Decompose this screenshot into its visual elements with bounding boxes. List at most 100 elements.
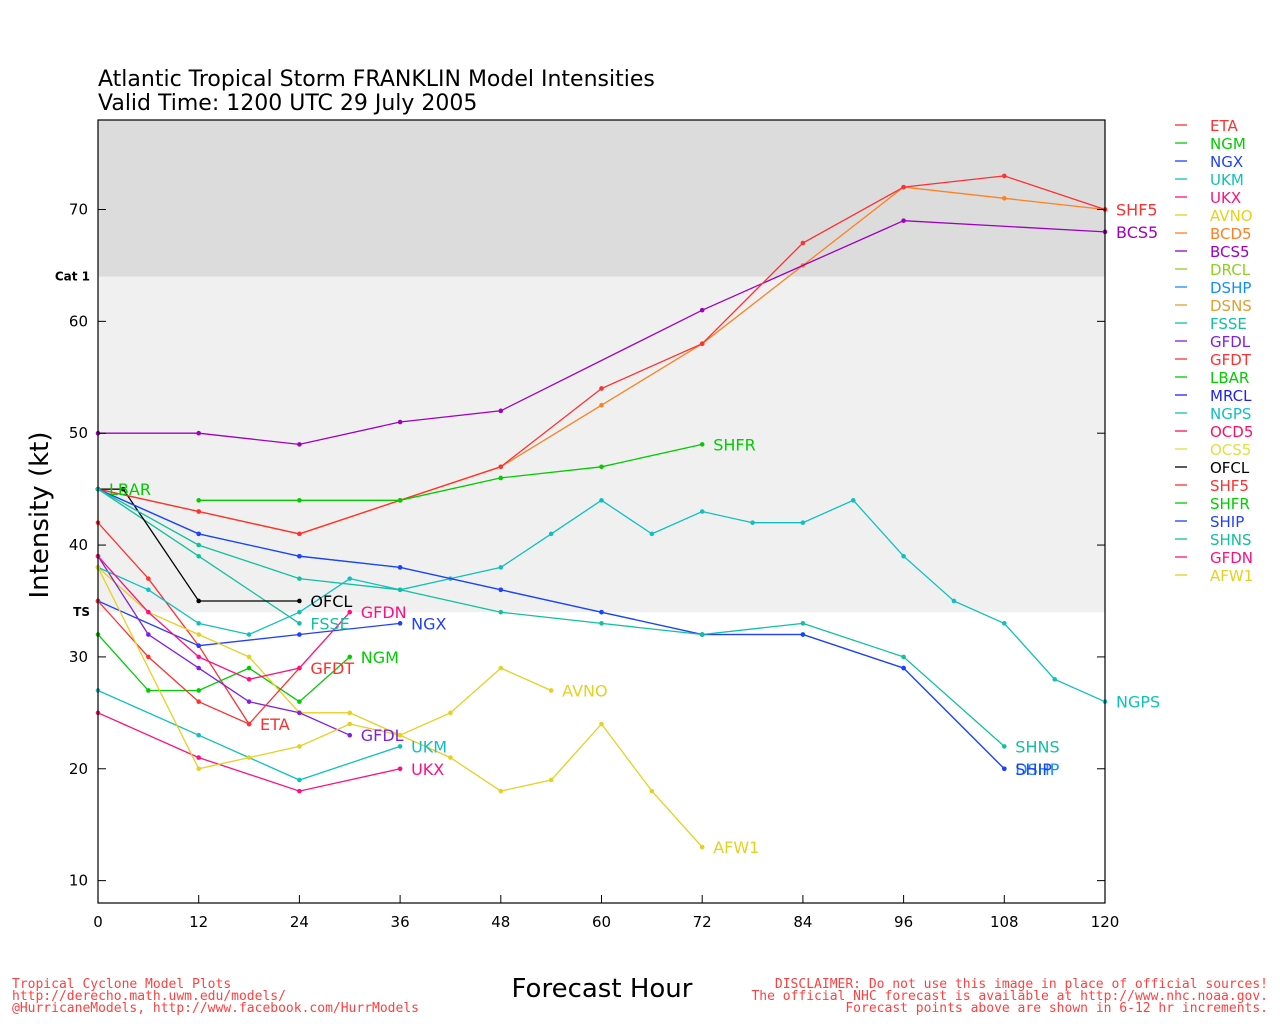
series-point-afw1-36 — [397, 732, 403, 738]
series-point-shfr-12 — [196, 498, 201, 503]
legend-label-ukm: UKM — [1210, 171, 1244, 189]
series-point-ngps-66 — [649, 531, 655, 537]
end-label-ngps: NGPS — [1116, 693, 1160, 712]
series-point-fsse-24 — [297, 621, 302, 626]
legend-label-mrcl: MRCL — [1210, 387, 1252, 405]
series-point-shfr-60 — [599, 464, 604, 470]
series-line-ofcl — [98, 488, 300, 602]
series-point-ngps-24 — [297, 609, 302, 615]
legend-label-avno: AVNO — [1210, 207, 1253, 225]
end-label-shns: SHNS — [1015, 737, 1059, 756]
legend-label-shns: SHNS — [1210, 531, 1252, 549]
x-tick-label-36: 36 — [391, 913, 410, 931]
legend-label-gfdt: GFDT — [1210, 351, 1252, 369]
legend-label-drcl: DRCL — [1210, 261, 1251, 279]
legend-label-dshp: DSHP — [1210, 279, 1251, 297]
series-point-ngps-108 — [1002, 621, 1007, 626]
end-label-ship: SHIP — [1015, 760, 1052, 779]
series-point-ship-60 — [599, 609, 604, 615]
series-point-afw1-24 — [297, 744, 302, 749]
series-gfdl — [95, 553, 353, 738]
series-point-bcd5-108 — [1002, 196, 1007, 201]
series-point-shf5-72 — [699, 341, 705, 347]
series-point-ngps-78 — [750, 520, 755, 525]
legend-label-ukx: UKX — [1210, 189, 1241, 207]
end-label-eta: ETA — [260, 715, 290, 734]
series-point-gfdn-30 — [347, 609, 353, 615]
series-point-ship-48 — [498, 587, 504, 593]
series-point-afw1-42 — [448, 755, 453, 760]
series-point-ofcl-12 — [196, 598, 201, 604]
series-shns — [95, 486, 1007, 749]
end-label-shf5: SHF5 — [1116, 200, 1158, 219]
band-1 — [98, 120, 1105, 277]
series-point-ngps-30 — [347, 576, 353, 581]
series-point-afw1-30 — [347, 721, 353, 727]
series-point-gfdl-24 — [297, 710, 302, 716]
series-point-ofcl-24 — [297, 598, 302, 604]
series-point-fsse-12 — [196, 553, 201, 559]
intensity-band-labels: TS Cat 1 — [55, 270, 90, 620]
series-point-shfr-48 — [498, 475, 504, 481]
series-point-afw1-60 — [599, 721, 604, 727]
series-point-ukx-12 — [196, 755, 201, 760]
series-point-bcs5-48 — [498, 408, 504, 414]
series-line-shfr — [198, 443, 703, 501]
series-point-avno-12 — [196, 632, 201, 637]
legend-label-afw1: AFW1 — [1210, 567, 1253, 585]
series-point-bcs5-24 — [297, 442, 302, 447]
series-point-gfdn-24 — [297, 665, 302, 671]
series-line-gfdl — [97, 555, 351, 736]
footer-left-line1: Tropical Cyclone Model Plots — [12, 977, 231, 992]
legend-label-ngx: NGX — [1210, 153, 1243, 171]
series-point-bcs5-36 — [397, 419, 403, 425]
series-point-ship-36 — [397, 565, 403, 570]
series-point-gfdl-6 — [146, 632, 151, 637]
legend-label-ngps: NGPS — [1210, 405, 1251, 423]
series-point-avno-54 — [548, 688, 554, 693]
y-tick-label-70: 70 — [69, 200, 88, 218]
series-point-avno-30 — [347, 710, 353, 716]
series-point-ngm-18 — [246, 665, 252, 671]
series-point-ship-108 — [1002, 766, 1007, 772]
series-point-shf5-96 — [901, 184, 906, 190]
footer-right-line3: Forecast points above are shown in 6-12 … — [845, 1001, 1268, 1016]
series-point-shfr-24 — [297, 498, 302, 503]
end-label-ukm: UKM — [411, 737, 447, 756]
series-point-shns-72 — [699, 632, 705, 637]
series-point-ngm-24 — [297, 699, 302, 704]
legend-label-ngm: NGM — [1210, 135, 1246, 153]
series-point-gfdl-30 — [347, 732, 353, 738]
series-line-bcs5 — [98, 220, 1106, 446]
end-label-gfdt: GFDT — [310, 659, 354, 678]
series-lines — [95, 173, 1108, 850]
x-tick-label-0: 0 — [93, 913, 103, 931]
series-point-ngps-6 — [146, 587, 151, 593]
series-gfdt — [95, 598, 302, 727]
x-tick-label-120: 120 — [1091, 913, 1120, 931]
series-point-gfdn-12 — [196, 654, 201, 660]
band-label-0: TS — [73, 605, 90, 619]
series-point-ukm-24 — [297, 777, 302, 783]
series-point-shns-96 — [901, 654, 906, 660]
series-afw1 — [95, 565, 705, 850]
footer-right: DISCLAIMER: Do not use this image in pla… — [751, 977, 1268, 1016]
series-line-ngx — [97, 600, 401, 647]
x-tick-label-84: 84 — [793, 913, 812, 931]
end-label-gfdl: GFDL — [361, 726, 404, 745]
footer-right-line2: The official NHC forecast is available a… — [751, 989, 1268, 1004]
series-point-afw1-12 — [196, 766, 201, 772]
legend-label-ship: SHIP — [1210, 513, 1244, 531]
legend-label-shf5: SHF5 — [1210, 477, 1249, 495]
series-point-afw1-72 — [699, 844, 705, 850]
series-point-gfdl-12 — [196, 665, 201, 671]
legend-label-gfdn: GFDN — [1210, 549, 1253, 567]
series-point-shns-84 — [800, 621, 806, 626]
x-tick-label-12: 12 — [189, 913, 208, 931]
series-point-shns-12 — [196, 542, 201, 548]
legend-label-shfr: SHFR — [1210, 495, 1250, 513]
series-point-gfdn-6 — [146, 609, 151, 615]
legend-label-ocs5: OCS5 — [1210, 441, 1251, 459]
end-label-shfr: SHFR — [713, 435, 756, 454]
